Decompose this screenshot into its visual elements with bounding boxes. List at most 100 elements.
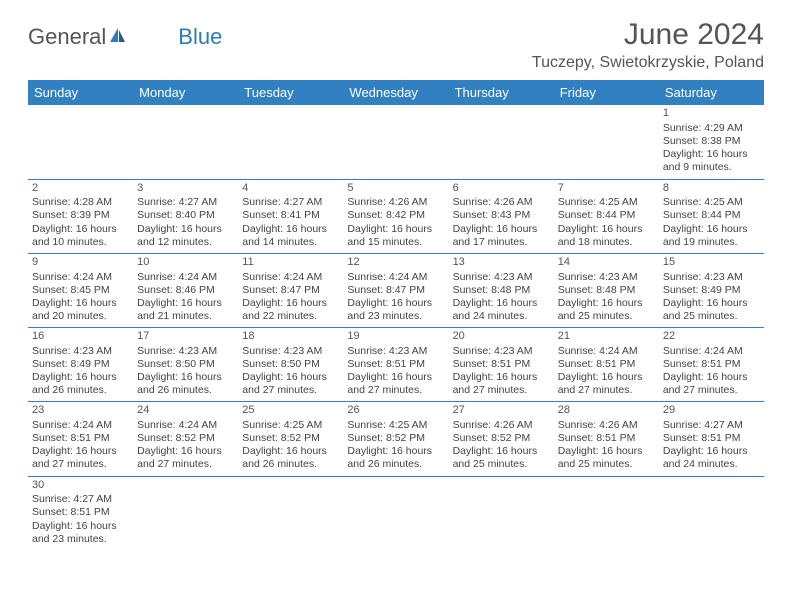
sunrise-text: Sunrise: 4:26 AM	[453, 419, 550, 432]
sunset-text: Sunset: 8:51 PM	[32, 432, 129, 445]
weekday-header: Friday	[554, 80, 659, 105]
sunrise-text: Sunrise: 4:25 AM	[663, 196, 760, 209]
day-number: 19	[347, 330, 444, 344]
calendar-cell: 12Sunrise: 4:24 AMSunset: 8:47 PMDayligh…	[343, 253, 448, 327]
sunset-text: Sunset: 8:51 PM	[558, 432, 655, 445]
sunrise-text: Sunrise: 4:25 AM	[242, 419, 339, 432]
day-number: 4	[242, 182, 339, 196]
daylight-text: Daylight: 16 hours and 22 minutes.	[242, 297, 339, 323]
sunrise-text: Sunrise: 4:24 AM	[32, 271, 129, 284]
sunrise-text: Sunrise: 4:23 AM	[242, 345, 339, 358]
calendar-cell	[133, 105, 238, 179]
calendar-cell: 17Sunrise: 4:23 AMSunset: 8:50 PMDayligh…	[133, 328, 238, 402]
daylight-text: Daylight: 16 hours and 10 minutes.	[32, 223, 129, 249]
calendar-row: 23Sunrise: 4:24 AMSunset: 8:51 PMDayligh…	[28, 402, 764, 476]
sunset-text: Sunset: 8:51 PM	[453, 358, 550, 371]
calendar-cell: 26Sunrise: 4:25 AMSunset: 8:52 PMDayligh…	[343, 402, 448, 476]
day-number: 13	[453, 256, 550, 270]
calendar-cell	[449, 105, 554, 179]
sunset-text: Sunset: 8:49 PM	[32, 358, 129, 371]
day-number: 23	[32, 404, 129, 418]
daylight-text: Daylight: 16 hours and 25 minutes.	[558, 297, 655, 323]
day-number: 21	[558, 330, 655, 344]
daylight-text: Daylight: 16 hours and 15 minutes.	[347, 223, 444, 249]
weekday-header: Saturday	[659, 80, 764, 105]
calendar-table: Sunday Monday Tuesday Wednesday Thursday…	[28, 80, 764, 550]
calendar-cell	[238, 105, 343, 179]
calendar-cell	[554, 476, 659, 550]
sunrise-text: Sunrise: 4:23 AM	[453, 271, 550, 284]
calendar-row: 9Sunrise: 4:24 AMSunset: 8:45 PMDaylight…	[28, 253, 764, 327]
sunrise-text: Sunrise: 4:24 AM	[32, 419, 129, 432]
sunset-text: Sunset: 8:47 PM	[242, 284, 339, 297]
sunrise-text: Sunrise: 4:23 AM	[347, 345, 444, 358]
sunset-text: Sunset: 8:48 PM	[558, 284, 655, 297]
sunset-text: Sunset: 8:52 PM	[347, 432, 444, 445]
title-block: June 2024 Tuczepy, Swietokrzyskie, Polan…	[532, 18, 764, 72]
calendar-row: 30Sunrise: 4:27 AMSunset: 8:51 PMDayligh…	[28, 476, 764, 550]
calendar-cell: 13Sunrise: 4:23 AMSunset: 8:48 PMDayligh…	[449, 253, 554, 327]
daylight-text: Daylight: 16 hours and 26 minutes.	[137, 371, 234, 397]
sunrise-text: Sunrise: 4:26 AM	[558, 419, 655, 432]
day-number: 28	[558, 404, 655, 418]
weekday-header: Wednesday	[343, 80, 448, 105]
day-number: 2	[32, 182, 129, 196]
sunset-text: Sunset: 8:52 PM	[453, 432, 550, 445]
sunset-text: Sunset: 8:48 PM	[453, 284, 550, 297]
calendar-cell: 23Sunrise: 4:24 AMSunset: 8:51 PMDayligh…	[28, 402, 133, 476]
calendar-cell: 21Sunrise: 4:24 AMSunset: 8:51 PMDayligh…	[554, 328, 659, 402]
day-number: 8	[663, 182, 760, 196]
day-number: 17	[137, 330, 234, 344]
logo-text-blue: Blue	[178, 24, 222, 50]
logo: General Blue	[28, 18, 222, 50]
day-number: 11	[242, 256, 339, 270]
day-number: 15	[663, 256, 760, 270]
day-number: 25	[242, 404, 339, 418]
calendar-cell	[238, 476, 343, 550]
sunrise-text: Sunrise: 4:24 AM	[242, 271, 339, 284]
sunset-text: Sunset: 8:50 PM	[242, 358, 339, 371]
sunset-text: Sunset: 8:51 PM	[347, 358, 444, 371]
calendar-cell	[133, 476, 238, 550]
weekday-header-row: Sunday Monday Tuesday Wednesday Thursday…	[28, 80, 764, 105]
sunrise-text: Sunrise: 4:24 AM	[558, 345, 655, 358]
calendar-cell: 1Sunrise: 4:29 AMSunset: 8:38 PMDaylight…	[659, 105, 764, 179]
calendar-cell: 5Sunrise: 4:26 AMSunset: 8:42 PMDaylight…	[343, 179, 448, 253]
sunrise-text: Sunrise: 4:23 AM	[32, 345, 129, 358]
day-number: 29	[663, 404, 760, 418]
calendar-cell: 18Sunrise: 4:23 AMSunset: 8:50 PMDayligh…	[238, 328, 343, 402]
daylight-text: Daylight: 16 hours and 27 minutes.	[242, 371, 339, 397]
day-number: 5	[347, 182, 444, 196]
daylight-text: Daylight: 16 hours and 23 minutes.	[32, 520, 129, 546]
daylight-text: Daylight: 16 hours and 26 minutes.	[32, 371, 129, 397]
calendar-cell: 24Sunrise: 4:24 AMSunset: 8:52 PMDayligh…	[133, 402, 238, 476]
sunrise-text: Sunrise: 4:27 AM	[32, 493, 129, 506]
calendar-cell	[28, 105, 133, 179]
header: General Blue June 2024 Tuczepy, Swietokr…	[28, 18, 764, 72]
sunset-text: Sunset: 8:40 PM	[137, 209, 234, 222]
calendar-cell: 15Sunrise: 4:23 AMSunset: 8:49 PMDayligh…	[659, 253, 764, 327]
calendar-cell: 19Sunrise: 4:23 AMSunset: 8:51 PMDayligh…	[343, 328, 448, 402]
calendar-cell: 30Sunrise: 4:27 AMSunset: 8:51 PMDayligh…	[28, 476, 133, 550]
day-number: 9	[32, 256, 129, 270]
sunset-text: Sunset: 8:43 PM	[453, 209, 550, 222]
weekday-header: Sunday	[28, 80, 133, 105]
sunrise-text: Sunrise: 4:25 AM	[558, 196, 655, 209]
sail-icon	[108, 24, 128, 50]
sunrise-text: Sunrise: 4:26 AM	[347, 196, 444, 209]
location: Tuczepy, Swietokrzyskie, Poland	[532, 54, 764, 72]
calendar-cell	[449, 476, 554, 550]
sunset-text: Sunset: 8:47 PM	[347, 284, 444, 297]
page-title: June 2024	[532, 18, 764, 52]
daylight-text: Daylight: 16 hours and 18 minutes.	[558, 223, 655, 249]
day-number: 7	[558, 182, 655, 196]
sunrise-text: Sunrise: 4:24 AM	[347, 271, 444, 284]
calendar-cell: 8Sunrise: 4:25 AMSunset: 8:44 PMDaylight…	[659, 179, 764, 253]
day-number: 26	[347, 404, 444, 418]
calendar-cell: 2Sunrise: 4:28 AMSunset: 8:39 PMDaylight…	[28, 179, 133, 253]
day-number: 3	[137, 182, 234, 196]
sunrise-text: Sunrise: 4:27 AM	[137, 196, 234, 209]
sunrise-text: Sunrise: 4:28 AM	[32, 196, 129, 209]
sunset-text: Sunset: 8:49 PM	[663, 284, 760, 297]
sunrise-text: Sunrise: 4:23 AM	[558, 271, 655, 284]
